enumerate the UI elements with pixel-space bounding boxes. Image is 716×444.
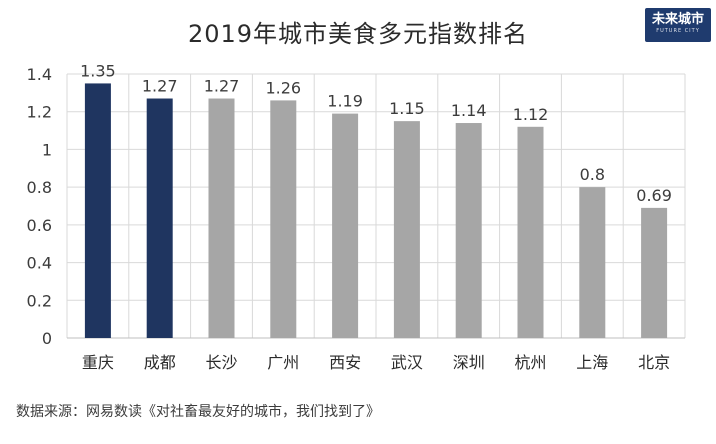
bar-value-label: 0.8: [580, 165, 605, 184]
x-tick-label: 北京: [638, 353, 670, 372]
y-tick-label: 0: [42, 329, 52, 348]
bar: [517, 126, 544, 338]
bar-value-label: 1.26: [265, 78, 301, 97]
bar-value-label: 1.14: [451, 101, 487, 120]
bar-chart: 0 0.2 0.4 0.6 0.8 1 1.2 1.4 1.35 重庆 1.27 成都 1.27 长沙 1.…: [27, 61, 686, 372]
x-tick-label: 成都: [144, 353, 176, 372]
bar-value-label: 0.69: [636, 186, 672, 205]
source-note: 数据来源：网易数读《对社畜最友好的城市，我们找到了》: [16, 404, 380, 420]
y-tick-label: 0.8: [27, 178, 52, 197]
bar-value-label: 1.19: [327, 92, 363, 111]
bar: [208, 98, 235, 338]
y-tick-label: 1: [42, 140, 52, 159]
bar-value-label: 1.35: [80, 61, 116, 80]
bar: [579, 187, 606, 338]
x-tick-label: 长沙: [205, 353, 237, 372]
x-tick-label: 杭州: [514, 353, 546, 372]
bar: [641, 207, 668, 338]
y-tick-label: 1.2: [27, 103, 52, 122]
chart-title: 2019年城市美食多元指数排名: [187, 20, 529, 48]
y-tick-label: 0.2: [27, 291, 52, 310]
logo-sub-text: FUTURE CITY: [656, 28, 700, 34]
x-tick-label: 武汉: [391, 353, 423, 372]
x-tick-label: 西安: [329, 353, 361, 372]
x-tick-label: 深圳: [453, 353, 485, 372]
future-city-logo: 未来城市 FUTURE CITY: [645, 8, 711, 42]
bar-value-label: 1.12: [513, 105, 549, 124]
bar-value-label: 1.27: [142, 77, 178, 96]
logo-main-text: 未来城市: [651, 12, 704, 27]
y-tick-label: 0.6: [27, 216, 52, 235]
bar-value-label: 1.27: [204, 77, 240, 96]
bar: [332, 113, 359, 338]
bar-value-label: 1.15: [389, 99, 425, 118]
x-tick-label: 重庆: [82, 353, 114, 372]
bar: [146, 98, 173, 338]
y-tick-label: 1.4: [27, 65, 52, 84]
bar: [270, 100, 297, 339]
x-tick-label: 上海: [576, 353, 608, 372]
y-tick-label: 0.4: [27, 254, 52, 273]
bar: [393, 121, 420, 339]
bar: [84, 83, 111, 338]
bar: [455, 123, 482, 339]
x-tick-label: 广州: [267, 353, 299, 372]
